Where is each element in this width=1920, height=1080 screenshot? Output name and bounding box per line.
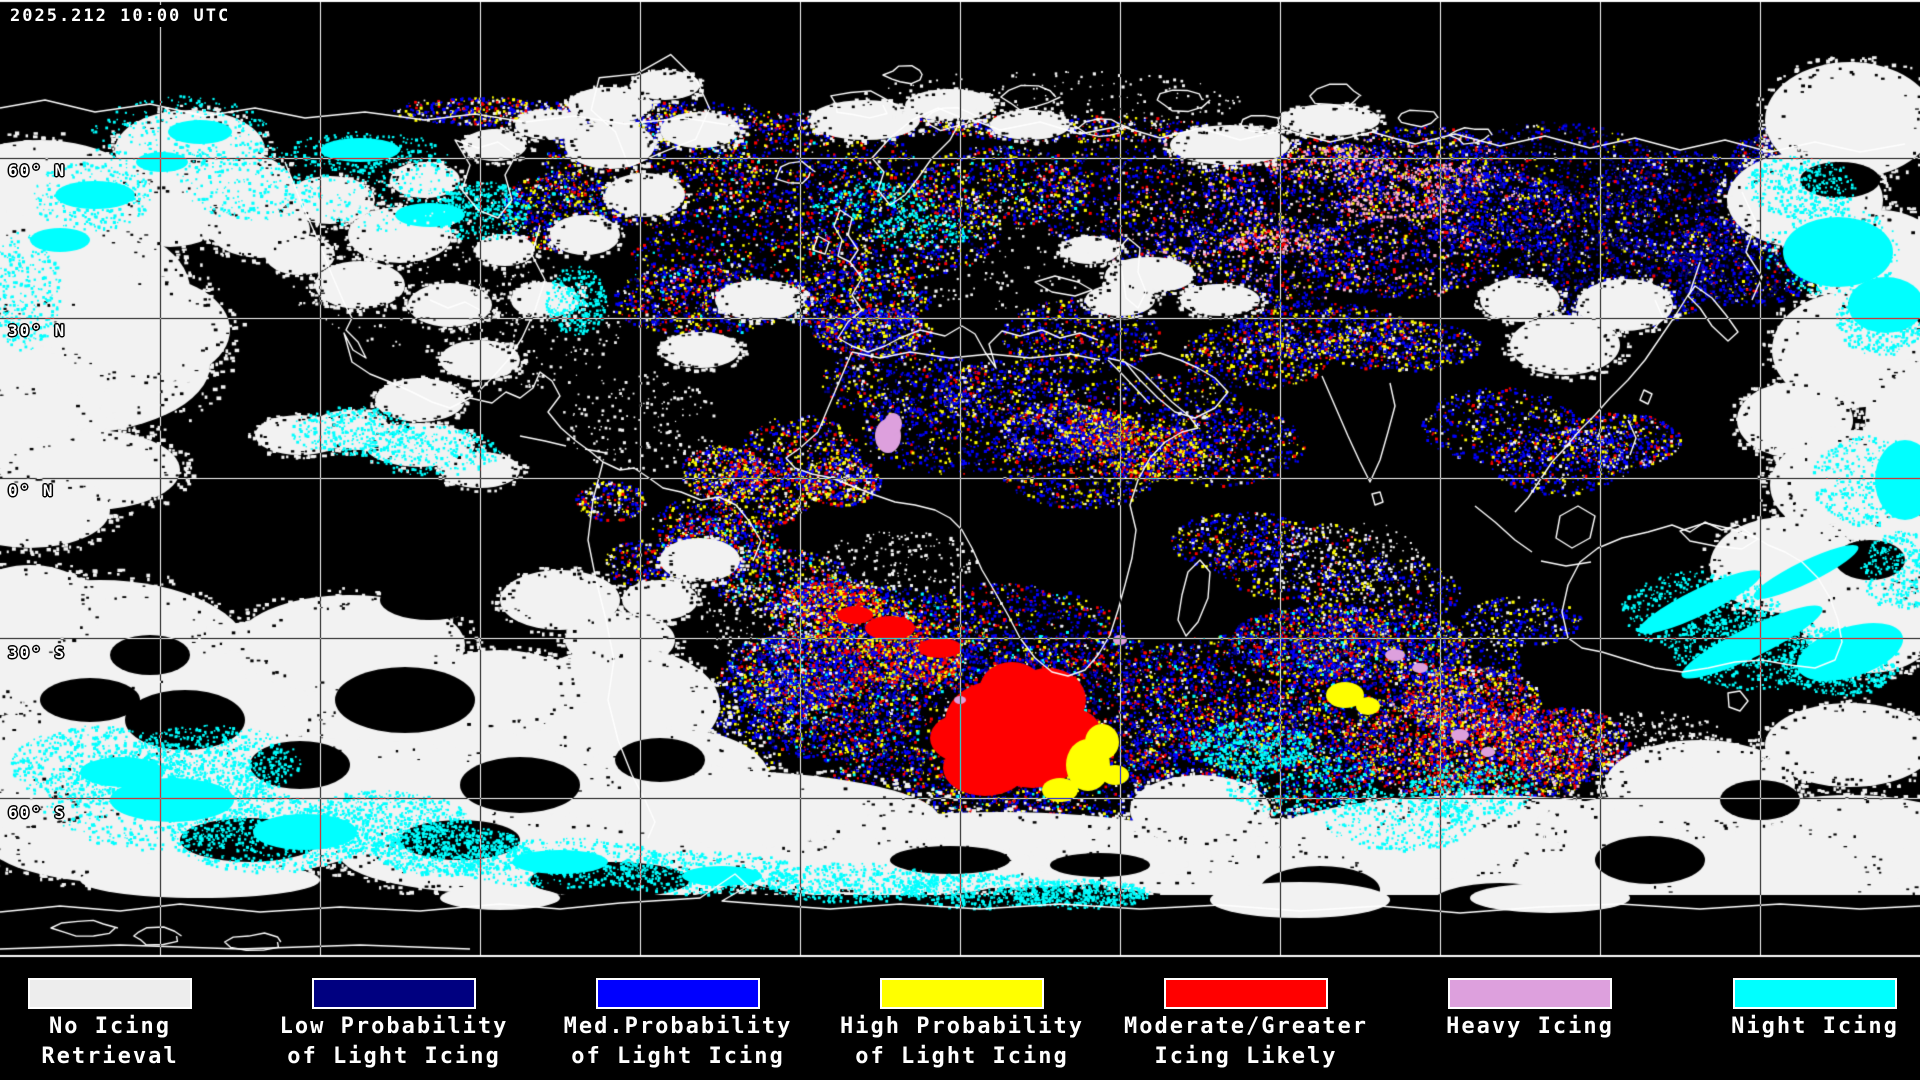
- legend-swatch: [28, 978, 192, 1009]
- legend-swatch: [596, 978, 760, 1009]
- timestamp-label: 2025.212 10:00 UTC: [6, 5, 235, 27]
- legend-swatch: [312, 978, 476, 1009]
- latitude-label: 30° S: [8, 643, 67, 662]
- legend-label: No Icing Retrieval: [41, 1014, 179, 1069]
- legend-label: Med.Probability of Light Icing: [563, 1014, 793, 1069]
- legend-swatch: [1164, 978, 1328, 1009]
- world-icing-map-canvas: [0, 0, 1920, 958]
- legend-label: Moderate/Greater Icing Likely: [1124, 1014, 1368, 1069]
- legend-label: Low Probability of Light Icing: [279, 1014, 509, 1069]
- legend-swatch: [1448, 978, 1612, 1009]
- legend-swatch: [880, 978, 1044, 1009]
- latitude-label: 60° S: [8, 803, 67, 822]
- legend-label: Heavy Icing: [1446, 1014, 1614, 1039]
- latitude-label: 30° N: [8, 321, 67, 340]
- legend-label: High Probability of Light Icing: [840, 1014, 1084, 1069]
- latitude-label: 60° N: [8, 161, 67, 180]
- latitude-label: 0° N: [8, 481, 55, 500]
- legend-swatch: [1733, 978, 1897, 1009]
- legend-label: Night Icing: [1731, 1014, 1899, 1039]
